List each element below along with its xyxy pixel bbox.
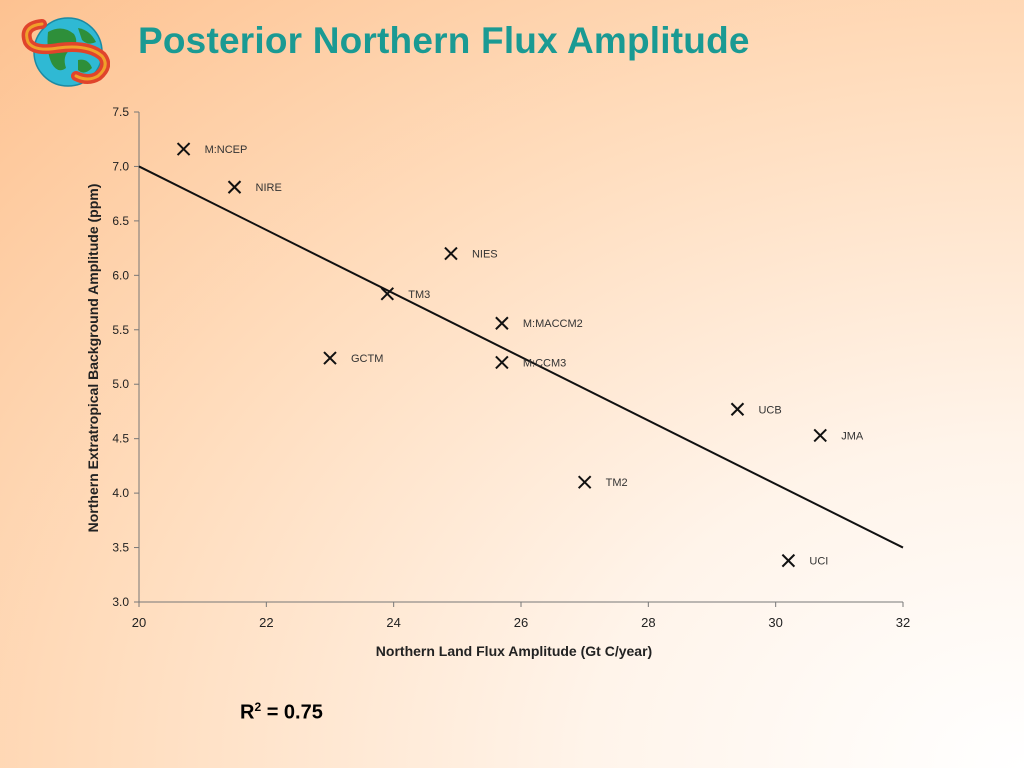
- point-marker-stroke: [730, 402, 745, 416]
- y-tick-label: 3.0: [112, 595, 129, 609]
- data-point: NIRE: [227, 180, 282, 194]
- x-tick-label: 32: [896, 615, 910, 630]
- y-tick-label: 6.5: [112, 214, 129, 228]
- x-tick-label: 30: [768, 615, 782, 630]
- y-tick-label: 5.0: [112, 377, 129, 391]
- y-tick-label: 7.0: [112, 159, 129, 173]
- point-marker-stroke: [227, 180, 242, 194]
- y-tick-label: 4.0: [112, 486, 129, 500]
- point-marker-stroke: [380, 287, 395, 301]
- point-label: UCB: [758, 404, 781, 416]
- data-point: GCTM: [323, 351, 383, 365]
- point-label: TM3: [408, 289, 430, 301]
- globe-logo-icon: [18, 12, 111, 88]
- data-point: UCB: [730, 402, 782, 416]
- point-label: UCI: [809, 556, 828, 568]
- point-marker-stroke: [495, 316, 509, 330]
- x-tick-label: 22: [259, 615, 273, 630]
- r2-value: = 0.75: [261, 701, 323, 724]
- slide-title: Posterior Northern Flux Amplitude: [138, 20, 750, 61]
- x-tick-label: 26: [514, 615, 528, 630]
- chart-axes: 20 22 24 26 28 30 32 3.0 3.5 4.0 4.5 5.0 5.5 6.0 6.5 7.…: [112, 105, 910, 630]
- data-point: M:MACCM2: [495, 316, 583, 330]
- trend-line-group: [138, 165, 904, 549]
- point-label: NIRE: [256, 182, 282, 194]
- point-label: M:CCM3: [523, 357, 566, 369]
- point-marker-stroke: [495, 355, 509, 370]
- y-tick-label: 3.5: [112, 541, 129, 555]
- x-axis-label: Northern Land Flux Amplitude (Gt C/year): [376, 643, 652, 659]
- x-tick-label: 20: [132, 615, 146, 630]
- x-tick-label: 24: [386, 615, 400, 630]
- point-marker-stroke: [781, 553, 796, 568]
- point-marker-stroke: [444, 246, 458, 261]
- point-label: M:NCEP: [205, 144, 248, 156]
- y-tick-label: 4.5: [112, 432, 129, 446]
- data-point: TM2: [577, 475, 628, 489]
- y-axis-label: Northern Extratropical Background Amplit…: [85, 184, 101, 533]
- point-marker-stroke: [577, 475, 592, 489]
- r2-superscript: 2: [254, 700, 262, 714]
- data-point: UCI: [781, 553, 828, 568]
- r-squared-label: R2 = 0.75: [240, 700, 323, 725]
- data-points: M:NCEP NIRE NIES TM3 M:MACCM2 GCTM M:CCM3 UCB JM…: [176, 142, 864, 568]
- data-point: TM3: [380, 287, 430, 301]
- point-label: NIES: [472, 249, 498, 261]
- point-label: JMA: [841, 430, 864, 442]
- point-marker-stroke: [176, 142, 191, 156]
- point-marker-stroke: [813, 428, 827, 443]
- r2-letter: R: [240, 701, 255, 724]
- data-point: JMA: [813, 428, 864, 443]
- point-marker-stroke: [323, 351, 337, 365]
- point-label: TM2: [606, 477, 628, 489]
- trend-line: [138, 165, 904, 549]
- y-tick-label: 5.5: [112, 323, 129, 337]
- data-point: NIES: [444, 246, 498, 261]
- x-tick-label: 28: [641, 615, 655, 630]
- y-tick-label: 6.0: [112, 268, 129, 282]
- data-point: M:CCM3: [495, 355, 566, 370]
- y-tick-label: 7.5: [112, 105, 129, 119]
- data-point: M:NCEP: [176, 142, 248, 156]
- point-label: GCTM: [351, 353, 383, 365]
- point-label: M:MACCM2: [523, 318, 583, 330]
